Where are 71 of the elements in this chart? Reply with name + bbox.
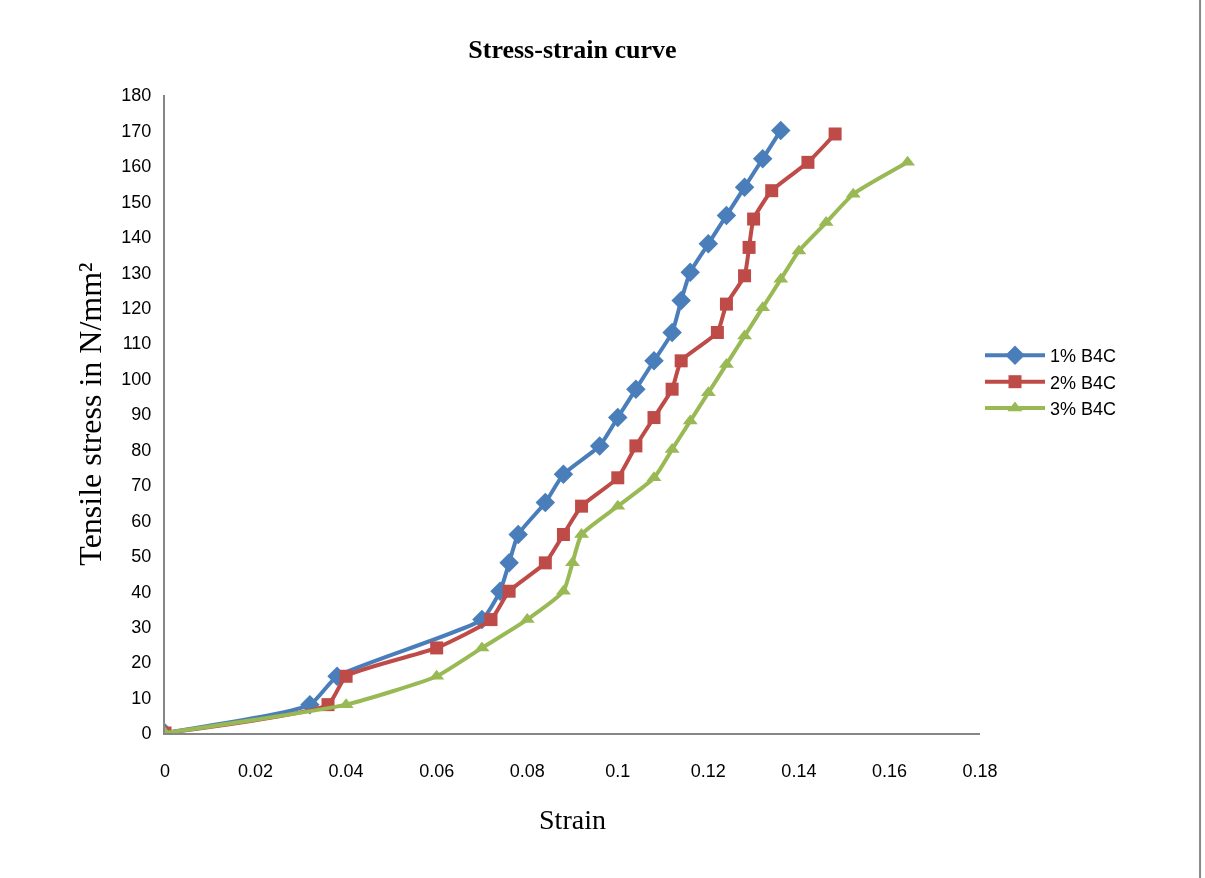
point [538,556,552,570]
y-tick-label: 60 [131,510,152,531]
point [710,325,724,339]
chart-title: Stress-strain curve [468,34,677,64]
y-tick-label: 0 [141,723,152,744]
x-tick-label: 0.02 [238,760,274,781]
y-tick-label: 150 [121,191,152,212]
y-tick-label: 80 [131,439,152,460]
y-tick-label: 110 [122,333,152,354]
point [671,290,691,311]
point [589,436,610,456]
point [553,464,574,485]
x-tick-label: 0.1 [605,760,631,781]
point [674,354,688,368]
point [665,382,679,396]
x-tick-label: 0.16 [871,760,907,781]
point [765,184,779,198]
point [734,177,755,197]
legend-label: 3% B4C [1050,399,1117,420]
x-tick-label: 0.18 [962,760,998,781]
legend-label: 2% B4C [1050,372,1117,393]
point [484,613,498,627]
point [339,669,353,683]
point [499,553,519,573]
point [535,492,556,513]
x-tick-label: 0 [159,760,171,781]
y-tick-label: 170 [121,120,152,141]
y-tick-label: 120 [121,297,152,318]
y-tick-label: 40 [131,581,152,602]
point [719,297,733,311]
point [430,641,444,655]
y-tick-label: 160 [121,156,152,177]
point [629,439,643,453]
point [738,269,752,283]
point [747,212,761,226]
y-tick-label: 20 [131,652,152,673]
point [647,411,661,425]
point [680,262,700,282]
y-tick-label: 140 [121,227,152,248]
point [742,240,756,254]
x-tick-label: 0.04 [328,760,364,781]
point [771,120,791,141]
point [508,524,528,545]
point [828,127,842,141]
legend-label: 1% B4C [1050,346,1117,367]
x-axis-title: Strain [539,804,606,836]
x-tick-label: 0.06 [419,760,455,781]
point [801,155,815,169]
point [698,234,719,254]
y-tick-label: 70 [131,475,152,496]
point [644,351,664,371]
y-tick-label: 10 [131,687,152,708]
y-tick-label: 180 [121,85,152,106]
y-tick-label: 30 [131,616,152,637]
point [556,528,570,542]
point [502,584,516,598]
point [662,322,682,343]
point [716,205,737,226]
x-tick-label: 0.08 [509,760,545,781]
point [611,471,625,485]
x-tick-label: 0.12 [690,760,726,781]
y-tick-label: 90 [131,404,152,425]
point [608,407,628,428]
y-tick-label: 100 [121,368,152,389]
x-tick-label: 0.14 [781,760,817,781]
y-axis-title: Tensile stress in N/mm² [72,262,109,566]
point [626,379,646,399]
point [752,149,773,169]
point [575,499,589,513]
y-tick-label: 130 [121,262,152,283]
y-tick-label: 50 [131,546,152,567]
